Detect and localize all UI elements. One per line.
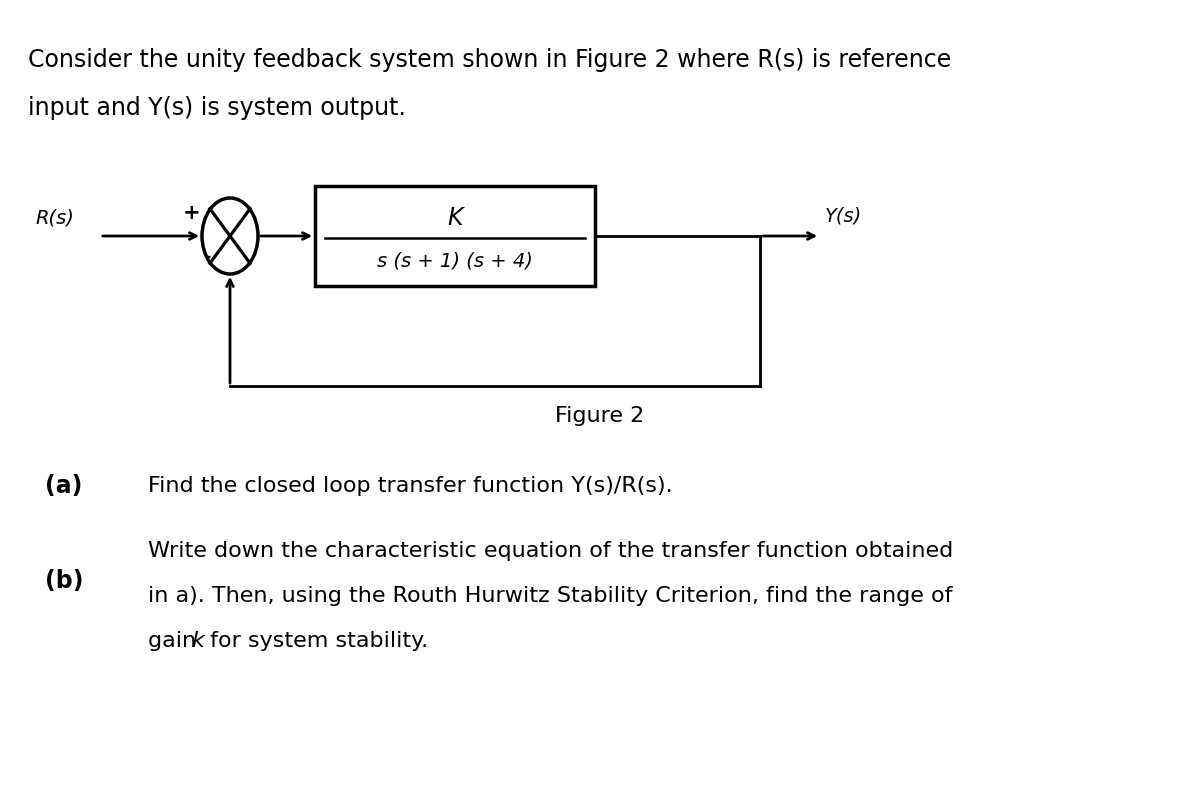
Text: +: +	[182, 203, 200, 223]
Text: (b): (b)	[46, 569, 84, 593]
Text: K: K	[448, 206, 463, 230]
Text: R(s): R(s)	[35, 209, 74, 228]
Text: in a). Then, using the Routh Hurwitz Stability Criterion, find the range of: in a). Then, using the Routh Hurwitz Sta…	[148, 586, 953, 606]
Text: s (s + 1) (s + 4): s (s + 1) (s + 4)	[377, 252, 533, 271]
Text: (a): (a)	[46, 474, 83, 498]
Text: Write down the characteristic equation of the transfer function obtained: Write down the characteristic equation o…	[148, 541, 953, 561]
Text: input and Y(s) is system output.: input and Y(s) is system output.	[28, 96, 406, 120]
Text: Figure 2: Figure 2	[556, 406, 644, 426]
Text: Find the closed loop transfer function Y(s)/R(s).: Find the closed loop transfer function Y…	[148, 476, 673, 496]
Text: gain: gain	[148, 631, 203, 651]
Text: for system stability.: for system stability.	[203, 631, 428, 651]
Text: k: k	[191, 631, 204, 651]
Text: Y(s): Y(s)	[826, 206, 863, 225]
Text: Consider the unity feedback system shown in Figure 2 where R(s) is reference: Consider the unity feedback system shown…	[28, 48, 952, 72]
Bar	[314, 186, 595, 286]
Text: -: -	[204, 248, 211, 266]
